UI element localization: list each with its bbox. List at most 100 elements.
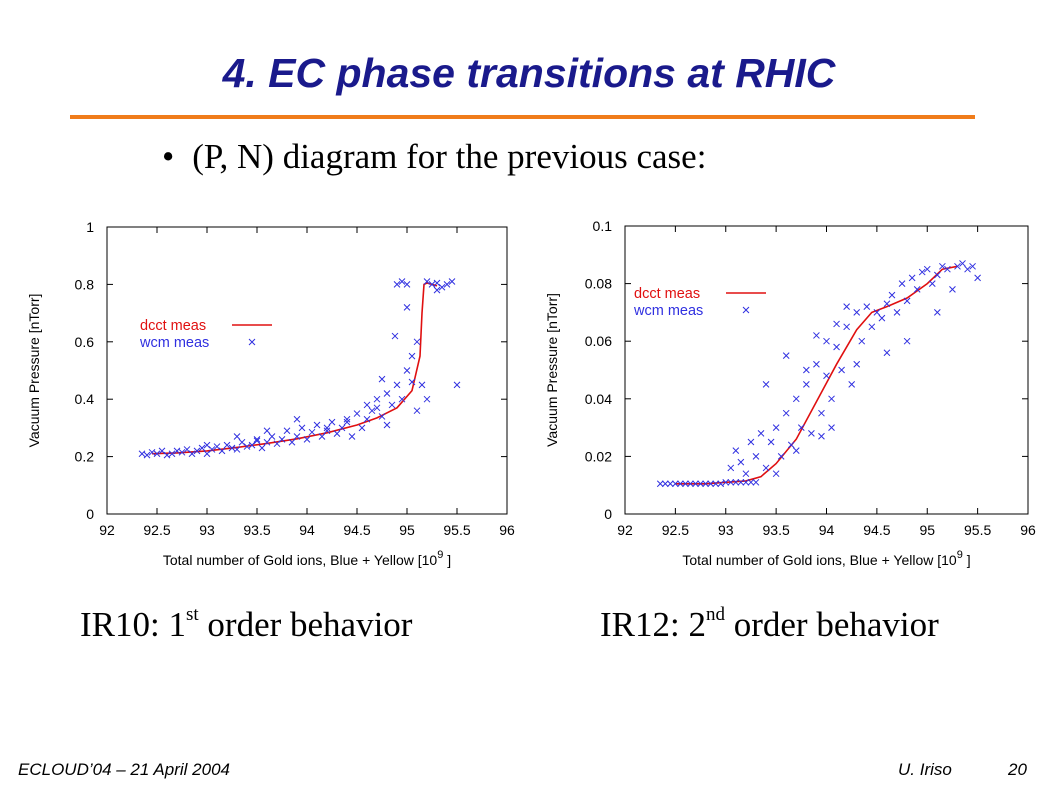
legend-swatch (248, 338, 256, 346)
data-point-wcm (308, 428, 316, 436)
data-point-wcm (453, 381, 461, 389)
data-point-wcm (732, 447, 740, 454)
data-point-wcm (423, 278, 431, 285)
title-underline (70, 115, 975, 119)
data-point-wcm (223, 441, 231, 449)
data-point-wcm (143, 451, 151, 459)
footer-author: U. Iriso (898, 760, 952, 779)
x-tick-label: 96 (499, 522, 515, 538)
footer-event: ECLOUD’04 – 21 April 2004 (18, 760, 230, 779)
data-point-wcm (391, 332, 399, 340)
page-number: 20 (1008, 760, 1027, 779)
data-point-wcm (777, 453, 785, 460)
data-point-wcm (303, 436, 311, 443)
data-point-wcm (933, 309, 941, 316)
y-tick-label: 0.8 (75, 276, 95, 292)
data-point-wcm (263, 438, 271, 446)
data-point-wcm (363, 415, 371, 423)
y-tick-label: 0.02 (585, 448, 612, 464)
data-point-wcm (873, 309, 881, 316)
y-tick-label: 0.4 (75, 391, 95, 407)
x-tick-label: 94.5 (863, 522, 890, 538)
data-point-wcm (278, 436, 286, 443)
legend-label: dcct meas (634, 286, 700, 302)
data-point-wcm (413, 407, 421, 415)
data-point-wcm (908, 274, 916, 282)
data-point-wcm (672, 480, 679, 488)
data-point-wcm (323, 427, 331, 435)
data-point-wcm (368, 407, 376, 415)
data-point-wcm (818, 409, 825, 417)
caption-ir12: IR12: 2nd order behavior (600, 604, 939, 645)
x-tick-label: 93 (199, 522, 215, 538)
data-point-wcm (398, 395, 406, 403)
data-point-wcm (403, 367, 411, 374)
data-point-wcm (782, 352, 790, 359)
data-point-wcm (813, 360, 820, 368)
data-point-wcm (898, 280, 906, 287)
data-point-wcm (343, 418, 351, 426)
x-tick-label: 93.5 (243, 522, 270, 538)
data-point-wcm (918, 268, 926, 276)
x-tick-label: 95.5 (443, 522, 470, 538)
data-point-wcm (233, 446, 241, 453)
data-point-wcm (949, 286, 956, 293)
data-point-wcm (443, 281, 451, 288)
data-point-wcm (863, 303, 871, 310)
data-point-wcm (218, 447, 226, 455)
data-point-wcm (363, 401, 371, 409)
data-point-wcm (433, 286, 441, 294)
data-point-wcm (448, 278, 456, 285)
data-point-wcm (828, 395, 835, 403)
x-tick-label: 95.5 (964, 522, 991, 538)
legend-swatch (742, 306, 750, 314)
data-point-wcm (403, 281, 411, 288)
slide-title: 4. EC phase transitions at RHIC (222, 50, 836, 96)
y-tick-label: 0.08 (585, 276, 612, 292)
data-point-wcm (353, 410, 361, 417)
data-point-wcm (403, 304, 411, 311)
data-point-wcm (913, 286, 921, 293)
data-point-wcm (828, 424, 835, 431)
data-point-wcm (767, 438, 775, 446)
x-tick-label: 92.5 (143, 522, 170, 538)
legend-label: dcct meas (140, 318, 206, 334)
data-point-wcm (888, 291, 896, 299)
data-point-wcm (378, 375, 386, 383)
bullet-icon: • (162, 137, 175, 176)
caption-ir10: IR10: 1st order behavior (80, 604, 412, 645)
data-point-wcm (338, 424, 346, 432)
chart-ir10: 92 92.5 93 93.5 94 94.5 95 95.5 96 0 0.2 0.4 0.6 0.8 1… (26, 219, 515, 568)
data-point-wcm (818, 432, 825, 440)
y-axis-label: Vacuum Pressure [nTorr] (544, 293, 560, 447)
data-point-wcm (258, 444, 266, 452)
data-point-wcm (792, 395, 800, 403)
x-axis-label: Total number of Gold ions, Blue + Yellow… (682, 549, 970, 568)
data-point-wcm (944, 265, 951, 273)
data-point-wcm (348, 433, 356, 440)
caption-prefix: IR12: 2 (600, 605, 706, 644)
data-point-wcm (883, 349, 891, 357)
data-point-wcm (732, 478, 740, 486)
data-point-wcm (423, 395, 431, 403)
legend-label: wcm meas (139, 335, 209, 351)
x-tick-label: 92 (617, 522, 633, 538)
data-point-wcm (813, 332, 820, 339)
data-point-wcm (313, 421, 321, 429)
data-point-wcm (358, 424, 366, 432)
data-point-wcm (702, 480, 709, 488)
data-point-wcm (378, 413, 386, 420)
x-axis-label: Total number of Gold ions, Blue + Yellow… (163, 549, 451, 568)
data-point-wcm (717, 480, 725, 488)
data-point-wcm (923, 265, 931, 273)
data-point-wcm (418, 381, 426, 389)
data-point-wcm (712, 480, 720, 488)
y-tick-label: 0.1 (593, 218, 613, 234)
data-point-wcm (323, 424, 331, 432)
data-point-wcm (148, 448, 156, 456)
data-point-wcm (792, 447, 800, 454)
data-point-wcm (868, 323, 876, 331)
data-point-wcm (268, 433, 276, 440)
data-point-wcm (742, 478, 750, 486)
data-point-wcm (722, 478, 730, 486)
